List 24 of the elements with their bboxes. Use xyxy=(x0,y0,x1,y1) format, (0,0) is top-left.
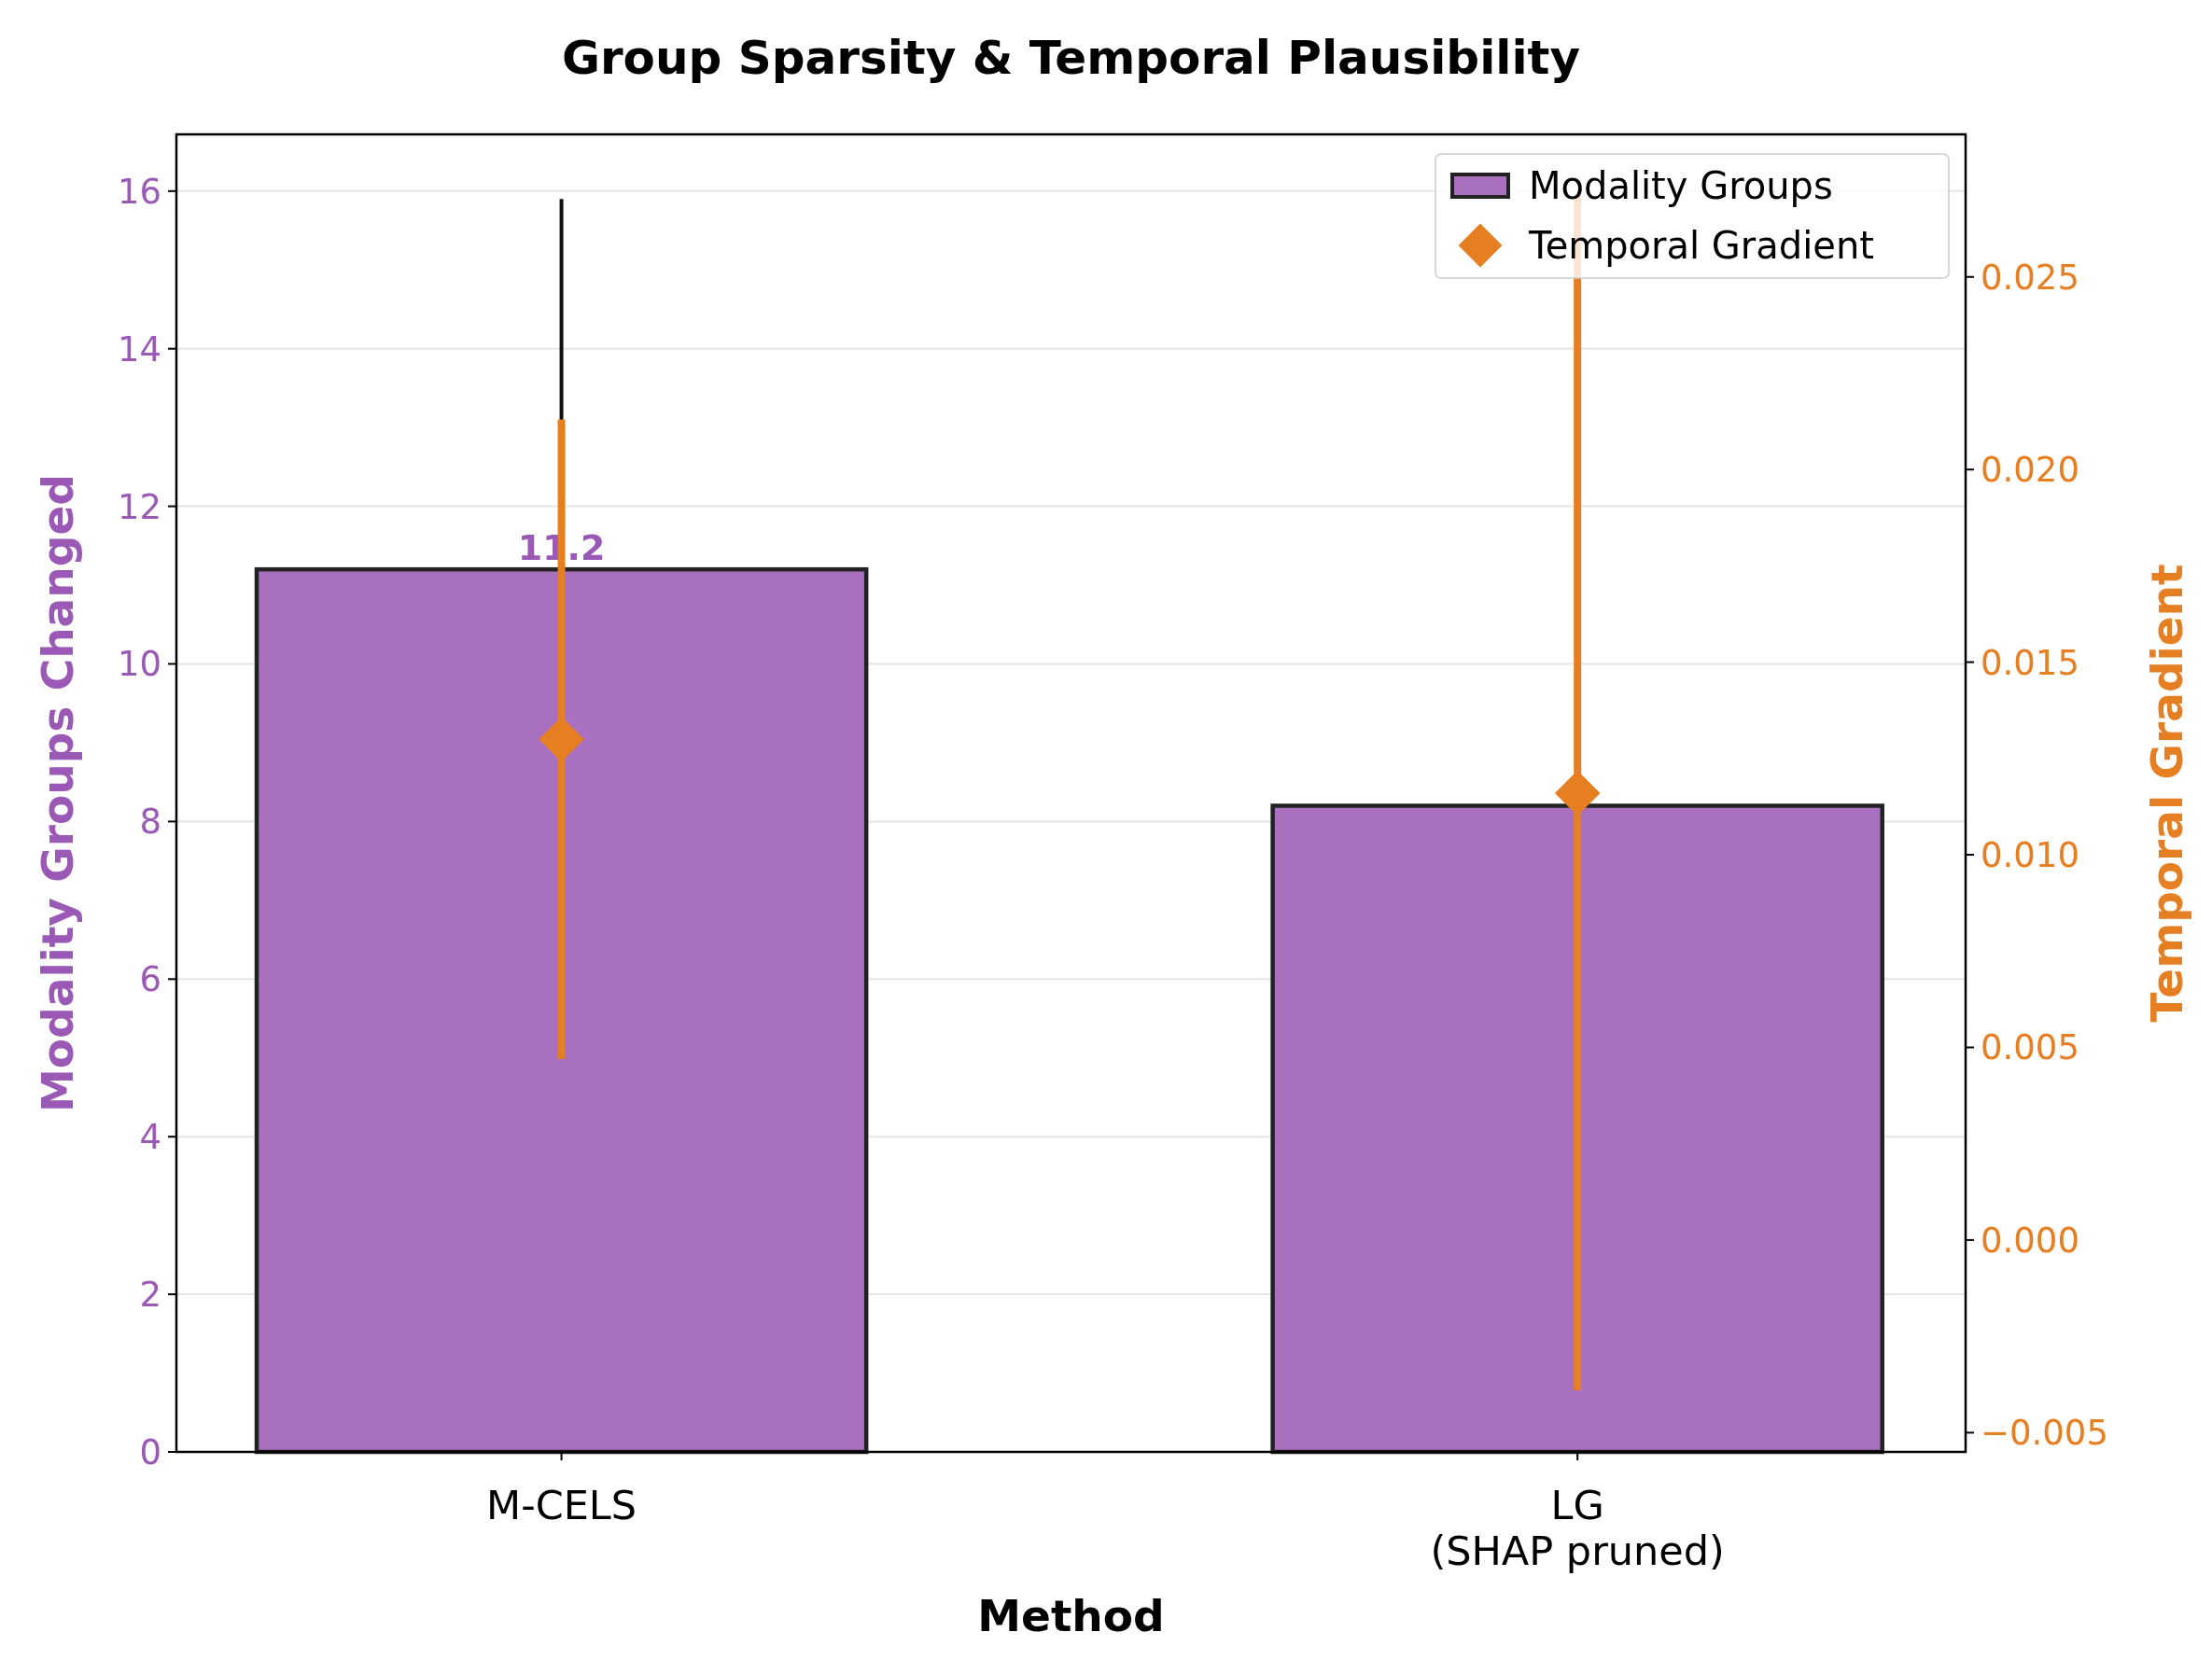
y-tick-label: 6 xyxy=(139,959,161,1000)
y-tick-label: 10 xyxy=(117,644,161,685)
y-tick-label: 14 xyxy=(117,328,161,370)
legend-label: Temporal Gradient xyxy=(1528,224,1874,267)
y-tick-label: 0 xyxy=(139,1431,161,1472)
x-tick-label: LG (SHAP pruned) xyxy=(1430,1482,1725,1575)
y-tick-label: 4 xyxy=(139,1117,161,1158)
y2-tick-label: 0.020 xyxy=(1981,450,2079,491)
y-tick-label: 16 xyxy=(117,171,161,212)
y2-tick-label: 0.010 xyxy=(1981,835,2079,876)
y2-tick-label: −0.005 xyxy=(1981,1413,2108,1454)
legend-label: Modality Groups xyxy=(1529,164,1833,207)
y2-tick-label: 0.005 xyxy=(1981,1027,2079,1068)
y-tick-label: 2 xyxy=(139,1275,161,1316)
y2-tick-label: 0.000 xyxy=(1981,1220,2079,1261)
y-tick-label: 8 xyxy=(139,802,161,843)
x-tick-label: M-CELS xyxy=(486,1482,637,1528)
y2-tick-label: 0.025 xyxy=(1981,257,2079,298)
y-tick-label: 12 xyxy=(117,486,161,527)
y2-tick-label: 0.015 xyxy=(1981,642,2079,683)
y-axis-title: Modality Groups Changed xyxy=(32,474,83,1112)
x-axis-title: Method xyxy=(977,1590,1165,1641)
chart-title: Group Sparsity & Temporal Plausibility xyxy=(561,31,1581,85)
y2-axis-title: Temporal Gradient xyxy=(2141,564,2192,1023)
